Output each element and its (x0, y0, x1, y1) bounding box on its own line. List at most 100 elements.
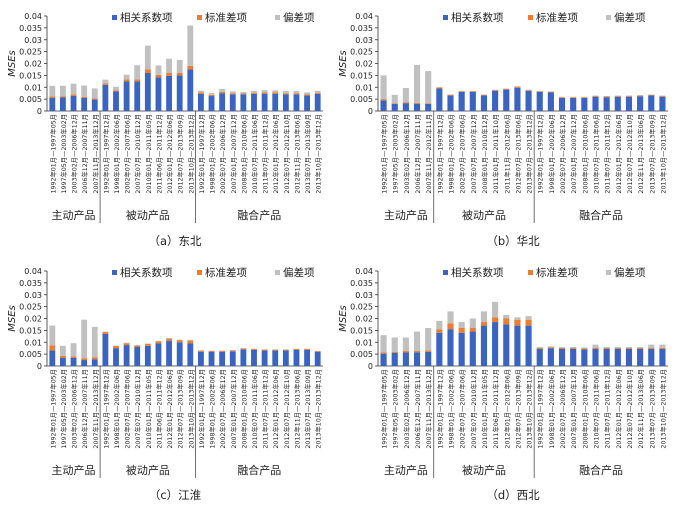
x-tick-label: 1998年01月—2002年06月 (447, 369, 456, 449)
bar-segment (187, 340, 193, 341)
panel-caption: （b）华北 (486, 234, 540, 248)
x-tick-label: 2008年01月—2010年06月 (239, 114, 248, 194)
bar-segment (626, 348, 632, 349)
bar-segment (283, 350, 289, 351)
group-label: 主动产品 (52, 463, 96, 477)
bar-segment (156, 341, 162, 343)
x-tick-label: 2007年07月—2010年12月 (469, 369, 478, 449)
y-tick-label: 0.015 (350, 71, 373, 80)
bar-segment (166, 76, 172, 111)
bar-segment (240, 92, 246, 93)
y-tick-label: 0.005 (19, 350, 42, 359)
bar-segment (414, 332, 420, 351)
bar-segment (209, 95, 215, 96)
bar-segment (187, 66, 193, 70)
bar-segment (459, 322, 465, 328)
legend-label: 相关系数项 (451, 266, 504, 279)
bar-segment (637, 96, 643, 111)
y-tick-label: 0.01 (355, 83, 373, 92)
bar-segment (156, 75, 162, 77)
bar-segment (581, 98, 587, 111)
bar-segment (219, 352, 225, 366)
bar-segment (403, 103, 409, 111)
bar-segment (604, 97, 610, 98)
x-tick-label: 2012年11月—2013年06月 (292, 369, 301, 449)
legend-label: 相关系数项 (120, 11, 173, 24)
bar-segment (425, 103, 431, 104)
bar-segment (637, 349, 643, 366)
bar-segment (113, 87, 119, 91)
bar-segment (503, 89, 509, 90)
bar-segment (166, 339, 172, 341)
legend-swatch (443, 270, 448, 275)
bar-segment (503, 90, 509, 111)
y-tick-label: 0.03 (24, 36, 42, 45)
bar-segment (481, 326, 487, 366)
x-tick-label: 2012年11月—2013年06月 (636, 114, 645, 194)
group-label: 融合产品 (237, 463, 281, 477)
bar-segment (113, 90, 119, 91)
bar-segment (315, 93, 321, 94)
x-tick-label: 2002年07月—2006年12月 (218, 369, 227, 449)
bar-segment (81, 358, 87, 360)
bar-segment (272, 90, 278, 92)
x-tick-label: 1992年01月—1997年12月 (197, 114, 206, 194)
bar-segment (381, 100, 387, 111)
bar-segment (166, 338, 172, 339)
bar-segment (403, 351, 409, 352)
bar-segment (92, 98, 98, 99)
bar-segment (294, 94, 300, 111)
bar-segment (251, 350, 257, 366)
y-tick-label: 0.01 (355, 338, 373, 347)
y-tick-label: 0.025 (350, 48, 373, 57)
x-tick-label: 1997年05月—2003年02月 (391, 114, 400, 194)
bar-segment (156, 65, 162, 75)
bar-segment (177, 60, 183, 73)
bar-segment (425, 71, 431, 103)
bar-segment (177, 73, 183, 75)
x-tick-label: 2012年01月—2012年06月 (502, 369, 511, 449)
bar-segment (60, 356, 66, 358)
bar-segment (92, 100, 98, 111)
bar-segment (187, 341, 193, 344)
bar-segment (514, 320, 520, 326)
bar-segment (134, 347, 140, 366)
bar-segment (659, 96, 665, 97)
y-tick-label: 0.025 (19, 48, 42, 57)
x-tick-label: 2003年02月—2006年12月 (402, 369, 411, 449)
x-tick-label: 1992年01月—1997年05月 (48, 114, 57, 194)
group-label: 主动产品 (384, 463, 428, 477)
bar-segment (209, 96, 215, 111)
bar-segment (470, 91, 476, 92)
x-tick-label: 2010年07月—2011年06月 (592, 369, 601, 449)
bar-segment (526, 326, 532, 366)
group-label: 主动产品 (52, 208, 96, 222)
bar-segment (60, 86, 66, 97)
bar-segment (209, 93, 215, 95)
x-tick-label: 2007年11月—2013年12月 (91, 114, 100, 194)
x-tick-label: 2012年07月—2013年09月 (176, 114, 185, 194)
bar-segment (414, 103, 420, 104)
x-tick-label: 1992年01月—1997年05月 (380, 114, 389, 194)
bar-segment (60, 358, 66, 366)
x-tick-label: 1992年01月—1997年12月 (435, 114, 444, 194)
bar-segment (447, 95, 453, 96)
bar-segment (436, 88, 442, 111)
bar-segment (198, 94, 204, 111)
y-tick-label: 0.035 (19, 279, 42, 288)
bar-segment (113, 348, 119, 366)
bar-segment (381, 352, 387, 353)
group-label: 被动产品 (126, 208, 170, 222)
x-tick-label: 2012年07月—2012年10月 (282, 114, 291, 194)
y-tick-label: 0.035 (19, 24, 42, 33)
bar-segment (548, 347, 554, 348)
x-tick-label: 2013年10月—2013年12月 (314, 369, 323, 449)
bar-segment (251, 93, 257, 94)
x-tick-label: 2011年06月—2011年12月 (491, 369, 500, 449)
x-tick-label: 2012年01月—2012年06月 (271, 369, 280, 449)
bar-segment (60, 346, 66, 356)
x-tick-label: 1992年01月—1997年12月 (536, 369, 545, 449)
bar-segment (592, 97, 598, 111)
